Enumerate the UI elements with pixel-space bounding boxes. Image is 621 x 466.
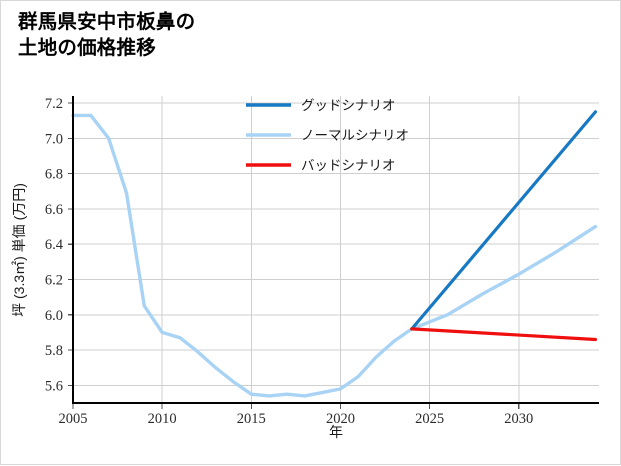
x-tick-label: 2020 — [326, 411, 355, 427]
x-tick-label: 2010 — [148, 411, 177, 427]
page-title: 群馬県安中市板鼻の 土地の価格推移 — [18, 11, 196, 59]
legend-label[interactable]: バッドシナリオ — [301, 158, 396, 173]
series-line-normal — [71, 113, 598, 398]
y-axis-tick-labels: 5.6 5.8 6.0 6.2 6.4 6.6 6.8 7.0 7.2 — [45, 96, 64, 394]
y-tick-label: 5.6 — [45, 378, 63, 394]
y-tick-label: 5.8 — [45, 343, 63, 359]
x-tick-label: 2025 — [415, 411, 444, 427]
series-line-bad — [410, 327, 598, 342]
series-lines — [71, 110, 598, 398]
x-axis-tick-labels: 2005 2010 2015 2020 2025 2030 — [59, 411, 534, 427]
series-line-good — [410, 110, 598, 331]
y-tick-label: 7.0 — [45, 131, 63, 147]
y-axis-title: 坪 (3.3㎡) 単価 (万円) — [11, 183, 27, 317]
x-tick-label: 2015 — [237, 411, 266, 427]
y-tick-label: 7.2 — [45, 96, 63, 112]
y-tick-label: 6.4 — [45, 237, 64, 253]
x-tick-label: 2030 — [504, 411, 533, 427]
legend-label[interactable]: ノーマルシナリオ — [301, 128, 409, 143]
x-axis-title: 年 — [329, 424, 343, 440]
y-tick-label: 6.0 — [45, 308, 63, 324]
x-tick-label: 2005 — [59, 411, 88, 427]
axis-spines — [71, 96, 599, 405]
y-tick-label: 6.6 — [45, 202, 63, 218]
legend-label[interactable]: グッドシナリオ — [301, 98, 396, 113]
y-tick-label: 6.8 — [45, 167, 63, 183]
y-tick-label: 6.2 — [45, 272, 63, 288]
